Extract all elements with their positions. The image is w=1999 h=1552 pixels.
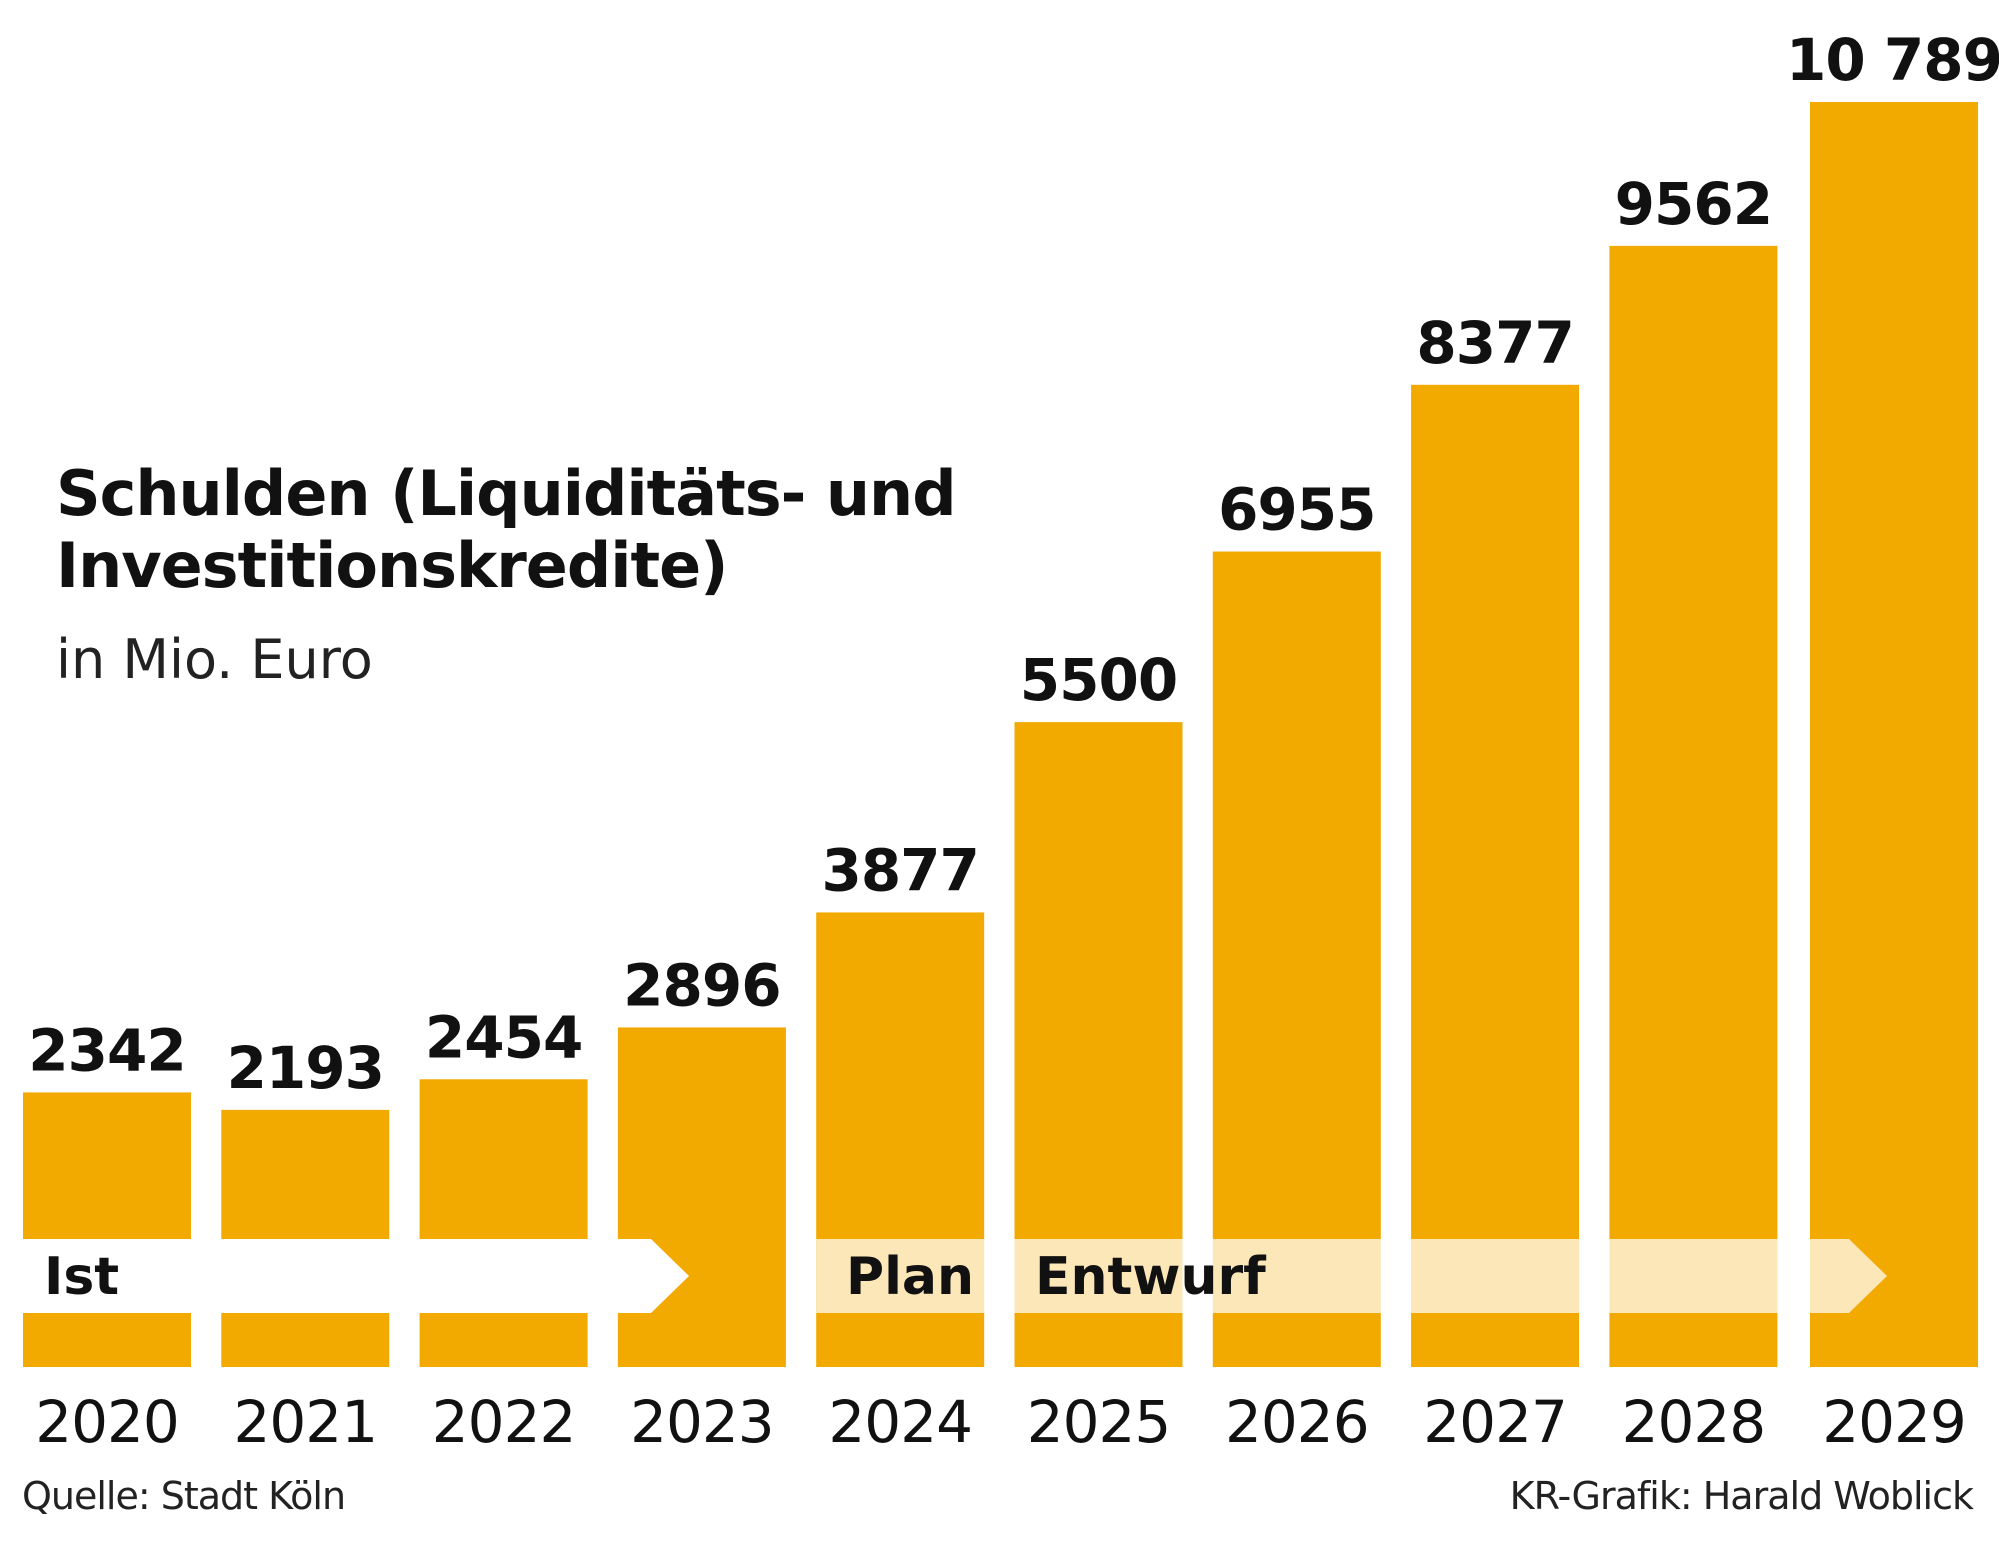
value-label-2026: 6955: [1218, 476, 1375, 544]
chart-title: Schulden (Liquiditäts- und Investitionsk…: [56, 457, 957, 602]
source-note: Quelle: Stadt Köln: [22, 1474, 346, 1518]
year-label-2026: 2026: [1225, 1388, 1369, 1456]
bar-2029: [1810, 102, 1978, 1367]
year-label-2020: 2020: [35, 1388, 179, 1456]
value-label-2028: 9562: [1615, 170, 1772, 238]
bar-2020: [23, 1092, 191, 1367]
phase-label-entwurf: Entwurf: [1035, 1247, 1267, 1307]
value-label-2020: 2342: [28, 1016, 185, 1084]
bar-2021: [221, 1109, 390, 1367]
value-label-2024: 3877: [821, 836, 978, 904]
phase-label-plan: Plan: [846, 1247, 974, 1307]
year-label-2028: 2028: [1622, 1388, 1766, 1456]
chart-subtitle: in Mio. Euro: [56, 628, 373, 691]
bar-2027: [1411, 384, 1580, 1368]
value-label-2029: 10 789: [1786, 26, 1999, 94]
phase-band-ist: [23, 1239, 689, 1313]
bar-2022: [419, 1079, 588, 1367]
value-label-2027: 8377: [1416, 309, 1573, 377]
chart-title-line-2: Investitionskredite): [56, 529, 729, 602]
year-label-2024: 2024: [828, 1388, 972, 1456]
chart-title-line-1: Schulden (Liquiditäts- und: [56, 457, 957, 530]
phase-band-plan-entwurf: [816, 1239, 1888, 1313]
year-label-2021: 2021: [233, 1388, 377, 1456]
year-label-2025: 2025: [1027, 1388, 1171, 1456]
value-label-2023: 2896: [623, 951, 780, 1019]
bar-2028: [1609, 245, 1778, 1367]
phase-label-ist: Ist: [44, 1247, 119, 1307]
year-label-2029: 2029: [1822, 1388, 1966, 1456]
year-label-2023: 2023: [630, 1388, 774, 1456]
value-label-2022: 2454: [425, 1003, 582, 1071]
bar-2023: [617, 1027, 786, 1367]
year-label-2022: 2022: [432, 1388, 576, 1456]
value-label-2021: 2193: [227, 1034, 384, 1102]
bar-2026: [1212, 551, 1381, 1367]
value-label-2025: 5500: [1020, 646, 1177, 714]
year-label-2027: 2027: [1423, 1388, 1567, 1456]
credit-note: KR-Grafik: Harald Woblick: [1509, 1474, 1974, 1518]
